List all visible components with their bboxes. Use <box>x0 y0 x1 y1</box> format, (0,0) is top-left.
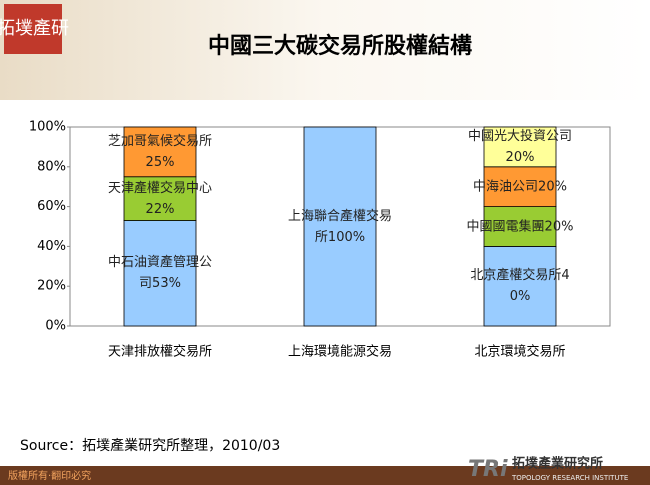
y-tick-label: 0% <box>45 319 66 334</box>
bar-segment <box>123 176 197 221</box>
source: Source：拓墣產業研究所整理，2010/03 <box>20 437 280 454</box>
footer-bar <box>0 466 650 485</box>
brand-name: 拓墣產業研究所 <box>512 456 603 472</box>
segment-name: 中石油資產管理公司 <box>107 255 212 292</box>
bar-segment <box>483 126 557 168</box>
segment-name: 中國光大投資公司 <box>467 128 572 144</box>
segment-name: 中海油公司 <box>473 179 539 195</box>
x-tick-label: 上海環境能源交易 <box>288 344 392 360</box>
y-tick-label: 40% <box>37 239 66 254</box>
segment-label: 中國國電集團20% <box>464 216 576 237</box>
bar-segment <box>303 126 377 327</box>
segment-name: 上海聯合產權交易所 <box>287 208 392 245</box>
y-tick-label: 100% <box>29 120 66 135</box>
segment-value: 100% <box>327 229 366 245</box>
copyright: 版權所有‧翻印必究 <box>8 469 91 482</box>
bar-segment <box>483 206 557 247</box>
x-tick-label: 天津排放權交易所 <box>108 344 212 360</box>
bar-segment <box>483 166 557 208</box>
segment-name: 北京產權交易所 <box>470 268 562 284</box>
segment-label: 上海聯合產權交易所100% <box>284 206 396 248</box>
header-bg <box>0 0 650 100</box>
x-tick-label: 北京環境交易所 <box>474 344 565 360</box>
segment-name: 中國國電集團 <box>466 219 545 234</box>
segment-label: 北京產權交易所40% <box>464 265 576 307</box>
bar-segment <box>123 220 197 327</box>
segment-value: 25% <box>145 154 175 170</box>
segment-name: 芝加哥氣候交易所 <box>107 133 212 149</box>
segment-value: 20% <box>538 179 567 195</box>
bar-segment <box>123 126 197 178</box>
logo-box <box>4 4 62 54</box>
segment-value: 22% <box>145 201 175 217</box>
chart-title: 中國三大碳交易所股權結構 <box>208 33 472 59</box>
segment-label: 天津產權交易中心 22% <box>104 178 216 220</box>
brand-sub: TOPOLOGY RESEARCH INSTITUTE <box>511 474 628 482</box>
segment-value: 40% <box>509 268 570 305</box>
segment-label: 芝加哥氣候交易所 25% <box>104 131 216 173</box>
segment-label: 中石油資產管理公司53% <box>104 252 216 294</box>
segment-value: 20% <box>544 219 574 234</box>
y-tick-label: 20% <box>37 279 66 294</box>
logo: 拓墣產研 <box>0 18 69 39</box>
brand-mark: TRi <box>468 457 508 482</box>
y-tick-label: 60% <box>37 199 66 214</box>
segment-name: 天津產權交易中心 <box>107 180 212 196</box>
segment-value: 20% <box>505 149 535 165</box>
segment-value: 53% <box>152 276 181 292</box>
y-tick-label: 80% <box>37 159 66 174</box>
segment-label: 中海油公司20% <box>464 176 576 197</box>
bar-segment <box>483 245 557 327</box>
segment-label: 中國光大投資公司 20% <box>464 126 576 168</box>
